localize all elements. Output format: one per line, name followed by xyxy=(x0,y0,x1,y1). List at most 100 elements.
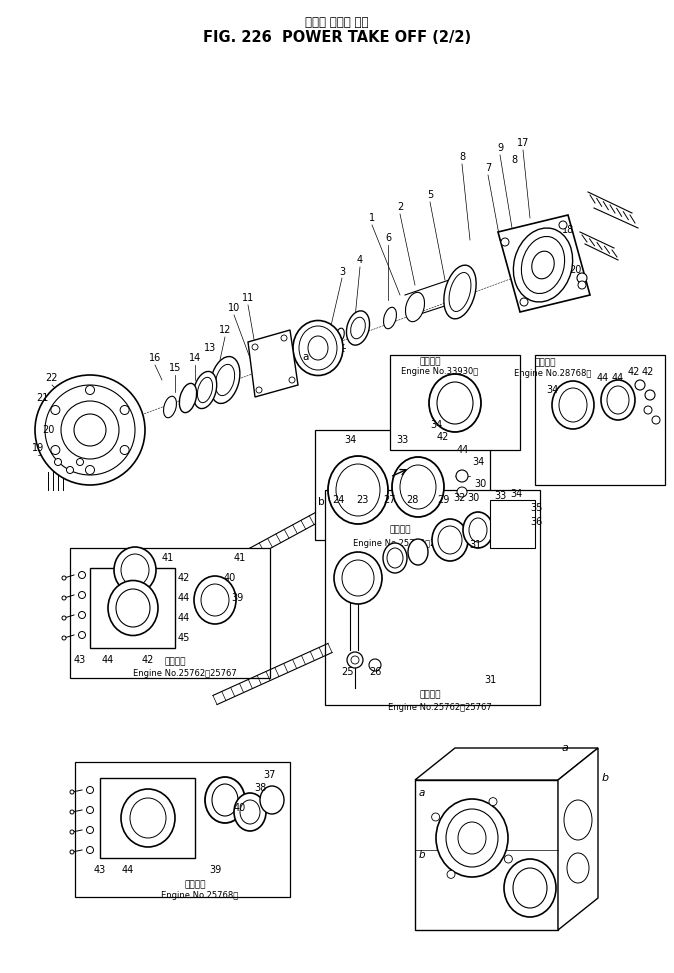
Circle shape xyxy=(86,465,94,475)
Ellipse shape xyxy=(130,798,166,838)
Text: 39: 39 xyxy=(209,865,221,875)
Text: 34: 34 xyxy=(510,489,522,499)
Ellipse shape xyxy=(500,507,520,533)
Ellipse shape xyxy=(108,581,158,635)
Ellipse shape xyxy=(234,793,266,831)
Text: 42: 42 xyxy=(437,432,449,442)
Circle shape xyxy=(78,592,86,598)
Text: 8: 8 xyxy=(511,155,517,165)
Circle shape xyxy=(457,487,467,497)
Circle shape xyxy=(86,847,94,853)
Text: 3: 3 xyxy=(339,267,345,277)
Circle shape xyxy=(520,298,528,306)
Ellipse shape xyxy=(193,372,217,409)
Text: Engine No.25762～25767: Engine No.25762～25767 xyxy=(353,538,457,548)
Ellipse shape xyxy=(383,543,407,573)
Ellipse shape xyxy=(328,456,388,524)
Ellipse shape xyxy=(432,519,468,561)
Text: 30: 30 xyxy=(467,493,479,503)
Text: 32: 32 xyxy=(454,493,466,503)
Ellipse shape xyxy=(522,236,565,294)
Circle shape xyxy=(256,387,262,393)
Text: 42: 42 xyxy=(627,367,640,377)
Circle shape xyxy=(644,406,652,414)
Ellipse shape xyxy=(212,784,238,816)
Text: 23: 23 xyxy=(356,495,368,505)
Text: 40: 40 xyxy=(234,803,246,813)
Ellipse shape xyxy=(514,228,573,302)
Text: FIG. 226  POWER TAKE OFF (2/2): FIG. 226 POWER TAKE OFF (2/2) xyxy=(203,30,471,46)
Circle shape xyxy=(645,390,655,400)
Circle shape xyxy=(501,238,509,246)
Text: 41: 41 xyxy=(162,553,174,563)
Text: 29: 29 xyxy=(437,495,449,505)
Ellipse shape xyxy=(559,388,587,422)
Text: 適用号機: 適用号機 xyxy=(184,881,206,889)
Circle shape xyxy=(120,406,129,414)
Polygon shape xyxy=(558,748,598,930)
Text: a: a xyxy=(303,352,309,362)
Ellipse shape xyxy=(449,272,471,311)
Text: 21: 21 xyxy=(36,393,48,403)
Ellipse shape xyxy=(336,328,344,342)
Ellipse shape xyxy=(74,414,106,446)
Text: 43: 43 xyxy=(74,655,86,665)
Text: Engine No.28768～: Engine No.28768～ xyxy=(514,369,592,378)
Text: 13: 13 xyxy=(204,343,216,353)
Ellipse shape xyxy=(429,374,481,432)
Ellipse shape xyxy=(504,859,556,917)
Circle shape xyxy=(652,416,660,424)
Polygon shape xyxy=(498,215,590,312)
Circle shape xyxy=(489,798,497,806)
Ellipse shape xyxy=(384,307,396,329)
Circle shape xyxy=(51,406,60,414)
Ellipse shape xyxy=(336,464,380,516)
Ellipse shape xyxy=(258,337,292,387)
Circle shape xyxy=(504,855,512,863)
Text: 34: 34 xyxy=(430,420,442,430)
Text: 5: 5 xyxy=(427,190,433,200)
Circle shape xyxy=(62,636,66,640)
Ellipse shape xyxy=(194,576,236,624)
Circle shape xyxy=(62,616,66,620)
Text: 33: 33 xyxy=(494,491,506,501)
Circle shape xyxy=(351,656,359,664)
Ellipse shape xyxy=(342,560,374,596)
Circle shape xyxy=(78,631,86,638)
Circle shape xyxy=(447,871,455,879)
Ellipse shape xyxy=(334,552,382,604)
Ellipse shape xyxy=(437,382,473,424)
Ellipse shape xyxy=(260,786,284,814)
Ellipse shape xyxy=(446,809,498,867)
Ellipse shape xyxy=(444,266,476,319)
Ellipse shape xyxy=(201,584,229,616)
Bar xyxy=(390,355,520,450)
Polygon shape xyxy=(100,778,195,858)
Circle shape xyxy=(456,470,468,482)
Text: 37: 37 xyxy=(264,770,276,780)
Ellipse shape xyxy=(387,548,403,568)
Text: 12: 12 xyxy=(219,325,231,335)
Text: 27: 27 xyxy=(384,495,396,505)
Text: a: a xyxy=(419,788,425,798)
Circle shape xyxy=(252,344,258,350)
Ellipse shape xyxy=(513,868,547,908)
Text: 22: 22 xyxy=(46,373,58,383)
Text: 8: 8 xyxy=(459,152,465,162)
Ellipse shape xyxy=(197,378,212,403)
Ellipse shape xyxy=(121,554,149,586)
Ellipse shape xyxy=(408,539,428,565)
Text: 30: 30 xyxy=(474,479,486,489)
Text: 44: 44 xyxy=(457,445,469,455)
Text: 15: 15 xyxy=(168,363,181,373)
Ellipse shape xyxy=(216,364,235,396)
Text: 40: 40 xyxy=(224,573,236,583)
Text: 42: 42 xyxy=(142,655,154,665)
Circle shape xyxy=(281,335,287,341)
Polygon shape xyxy=(415,748,598,780)
Text: 7: 7 xyxy=(485,163,491,173)
Text: Engine No.25762～25767: Engine No.25762～25767 xyxy=(388,703,492,711)
Circle shape xyxy=(70,790,74,794)
Text: 26: 26 xyxy=(369,667,381,677)
Circle shape xyxy=(347,652,363,668)
